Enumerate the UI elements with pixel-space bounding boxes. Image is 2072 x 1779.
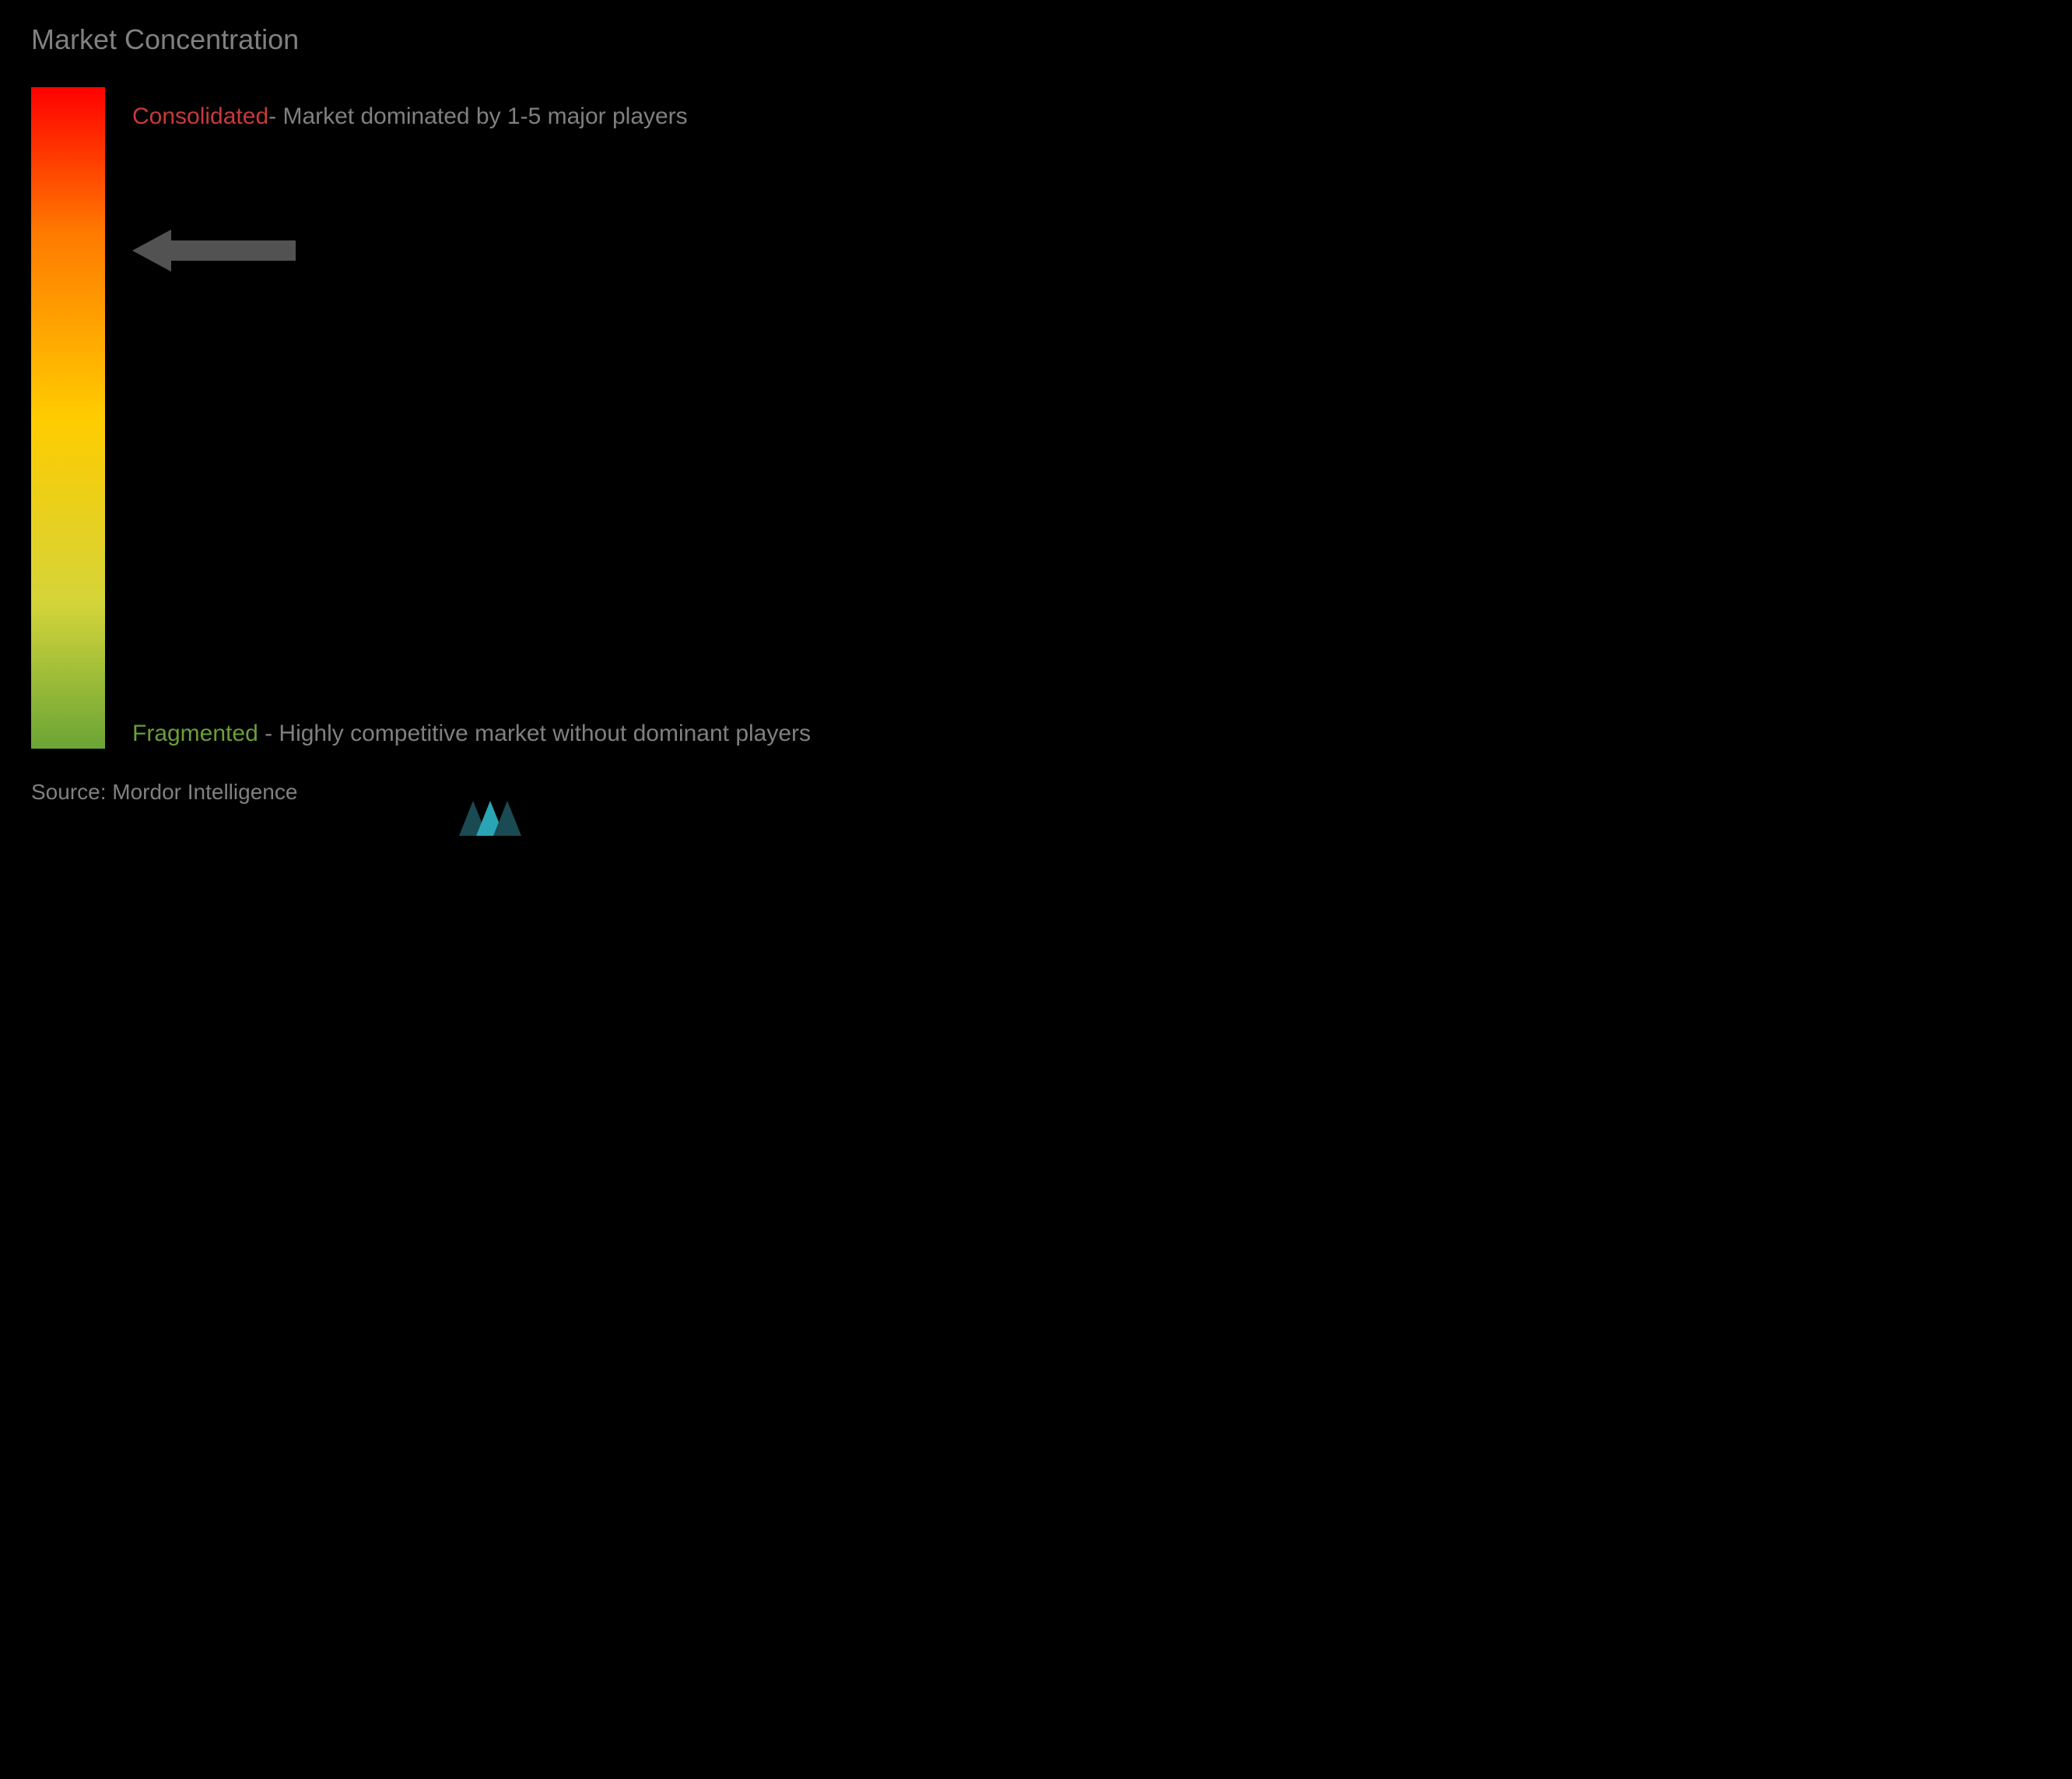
- arrow-left-icon: [132, 227, 296, 274]
- labels-panel: Consolidated- Market dominated by 1-5 ma…: [132, 87, 949, 749]
- fragmented-label: Fragmented - Highly competitive market w…: [132, 713, 811, 755]
- fragmented-keyword: Fragmented: [132, 721, 258, 746]
- mordor-logo-icon: [459, 797, 521, 836]
- consolidated-description: - Market dominated by 1-5 major players: [268, 104, 688, 129]
- main-content: Consolidated- Market dominated by 1-5 ma…: [31, 87, 949, 749]
- source-prefix: Source:: [31, 780, 112, 804]
- fragmented-description: - Highly competitive market without domi…: [258, 721, 811, 746]
- logo-triangle-3: [493, 801, 521, 836]
- source-value: Mordor Intelligence: [112, 780, 297, 804]
- arrow-shape: [132, 230, 296, 272]
- position-arrow: [132, 227, 296, 278]
- gradient-svg: [31, 87, 105, 749]
- concentration-gradient-bar: [31, 87, 105, 749]
- page-title: Market Concentration: [31, 23, 949, 56]
- consolidated-keyword: Consolidated: [132, 104, 268, 129]
- consolidated-label: Consolidated- Market dominated by 1-5 ma…: [132, 99, 688, 134]
